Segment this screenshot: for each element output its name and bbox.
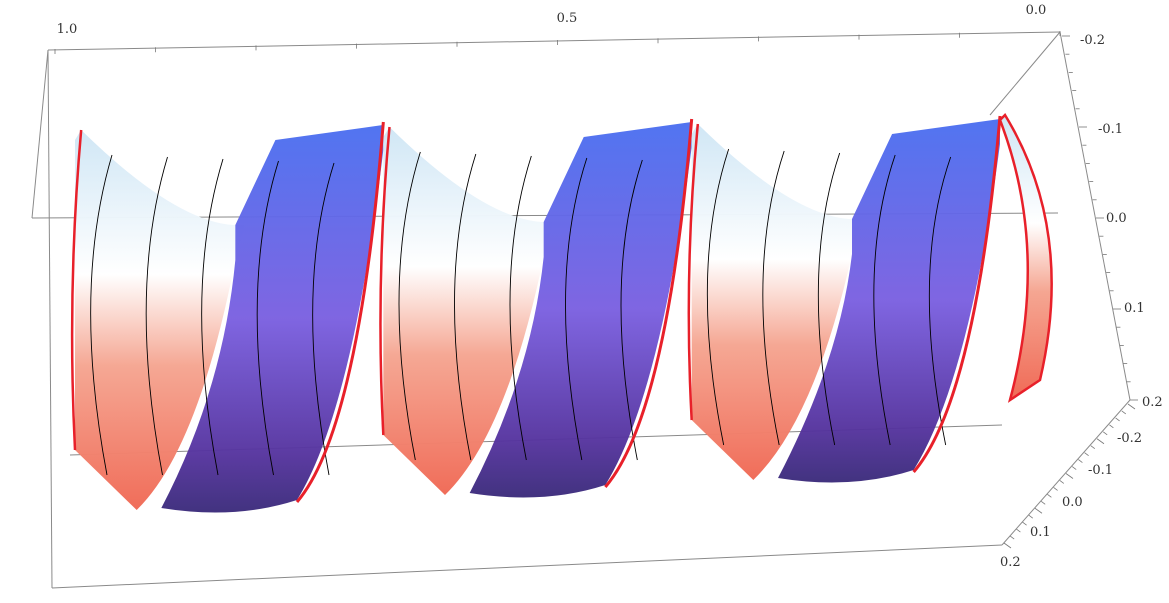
vertical-tick-label: -0.1: [1098, 122, 1123, 137]
mesh-line: [565, 157, 588, 461]
depth-tick-label: -0.1: [1088, 463, 1113, 478]
mesh-line: [398, 151, 421, 461]
surface-mesh-lines: [90, 148, 952, 476]
depth-tick-mark: [1078, 459, 1083, 463]
depth-tick-label: 0.1: [1030, 525, 1051, 540]
depth-tick-label: 0.0: [1062, 495, 1083, 510]
depth-tick-label: -0.2: [1117, 431, 1142, 446]
depth-tick-mark: [1065, 473, 1074, 479]
mesh-line: [312, 162, 335, 476]
depth-tick-mark: [1096, 438, 1105, 445]
mesh-line: [928, 156, 952, 446]
depth-tick-mark: [1022, 521, 1027, 526]
surface-dark-face: [469, 122, 692, 498]
box-edge: [51, 544, 1003, 589]
depth-tick-mark: [1121, 410, 1127, 415]
depth-tick-mark: [1059, 480, 1065, 484]
depth-tick-mark: [1090, 445, 1096, 450]
mesh-line: [873, 154, 896, 446]
mesh-line: [817, 152, 841, 446]
edge-curve: [379, 126, 391, 436]
edge-curve: [604, 118, 694, 488]
top-tick-label: 1.0: [57, 22, 78, 37]
right-depth-axis: -0.2 -0.1 0.0 0.1 0.2: [1000, 403, 1142, 570]
surface-light-face: [383, 127, 553, 495]
top-tick-label: 0.0: [1026, 3, 1047, 18]
edge-curve: [912, 115, 1002, 473]
depth-tick-mark: [1028, 514, 1034, 519]
box-edge: [47, 31, 1061, 51]
depth-tick-mark: [1009, 535, 1015, 540]
surface-end-cap: [998, 112, 1053, 403]
box-edge: [31, 49, 49, 219]
depth-tick-mark: [1127, 403, 1136, 410]
edge-curve: [295, 121, 385, 503]
surface-dark-face: [161, 125, 384, 513]
depth-tick-mark: [1071, 466, 1077, 470]
box-edge: [989, 31, 1061, 116]
right-vertical-axis: -0.2 -0.1 0.0 0.1 0.2: [1062, 33, 1163, 410]
depth-tick-mark: [1102, 431, 1108, 436]
depth-tick-label: 0.2: [1000, 555, 1021, 570]
mesh-line: [762, 150, 785, 446]
mesh-line: [620, 159, 643, 461]
mesh-line: [454, 153, 477, 461]
edge-curve: [687, 123, 700, 421]
surface-edge-curves: [70, 115, 1002, 503]
depth-tick-mark: [1109, 424, 1114, 429]
depth-tick-mark: [1034, 507, 1043, 514]
depth-tick-mark: [1084, 452, 1089, 456]
vertical-tick-label: 0.0: [1106, 211, 1127, 226]
mesh-line: [256, 160, 279, 476]
top-axis: 1.0 0.5 0.0: [54, 3, 1061, 54]
vertical-tick-label: -0.2: [1080, 33, 1105, 48]
box-edge: [1059, 31, 1131, 401]
mesh-line: [201, 158, 224, 476]
mesh-line: [509, 155, 532, 461]
vertical-tick-label: 0.1: [1124, 301, 1145, 316]
top-tick-label: 0.5: [557, 11, 578, 26]
helical-surface: [75, 112, 1053, 513]
depth-tick-mark: [1040, 500, 1046, 505]
surface-light-face: [75, 130, 245, 510]
mesh-line: [706, 148, 730, 446]
mesh-line: [90, 154, 113, 476]
box-edge: [1001, 399, 1131, 546]
depth-tick-mark: [1016, 528, 1021, 533]
vertical-tick-label: 0.2: [1142, 395, 1163, 410]
depth-tick-mark: [1115, 417, 1120, 422]
depth-tick-mark: [1053, 487, 1058, 491]
mesh-line: [145, 156, 168, 476]
box-edge: [47, 49, 53, 589]
surface-light-face: [691, 124, 862, 480]
axes: 1.0 0.5 0.0 -0.2 -0.1 0.0 0.1 0.2 -0.2 -0.1 0.0 0…: [54, 3, 1163, 570]
depth-tick-mark: [1047, 494, 1052, 498]
depth-tick-mark: [1003, 542, 1012, 549]
surface-dark-face: [778, 119, 1000, 483]
edge-curve: [70, 129, 83, 451]
